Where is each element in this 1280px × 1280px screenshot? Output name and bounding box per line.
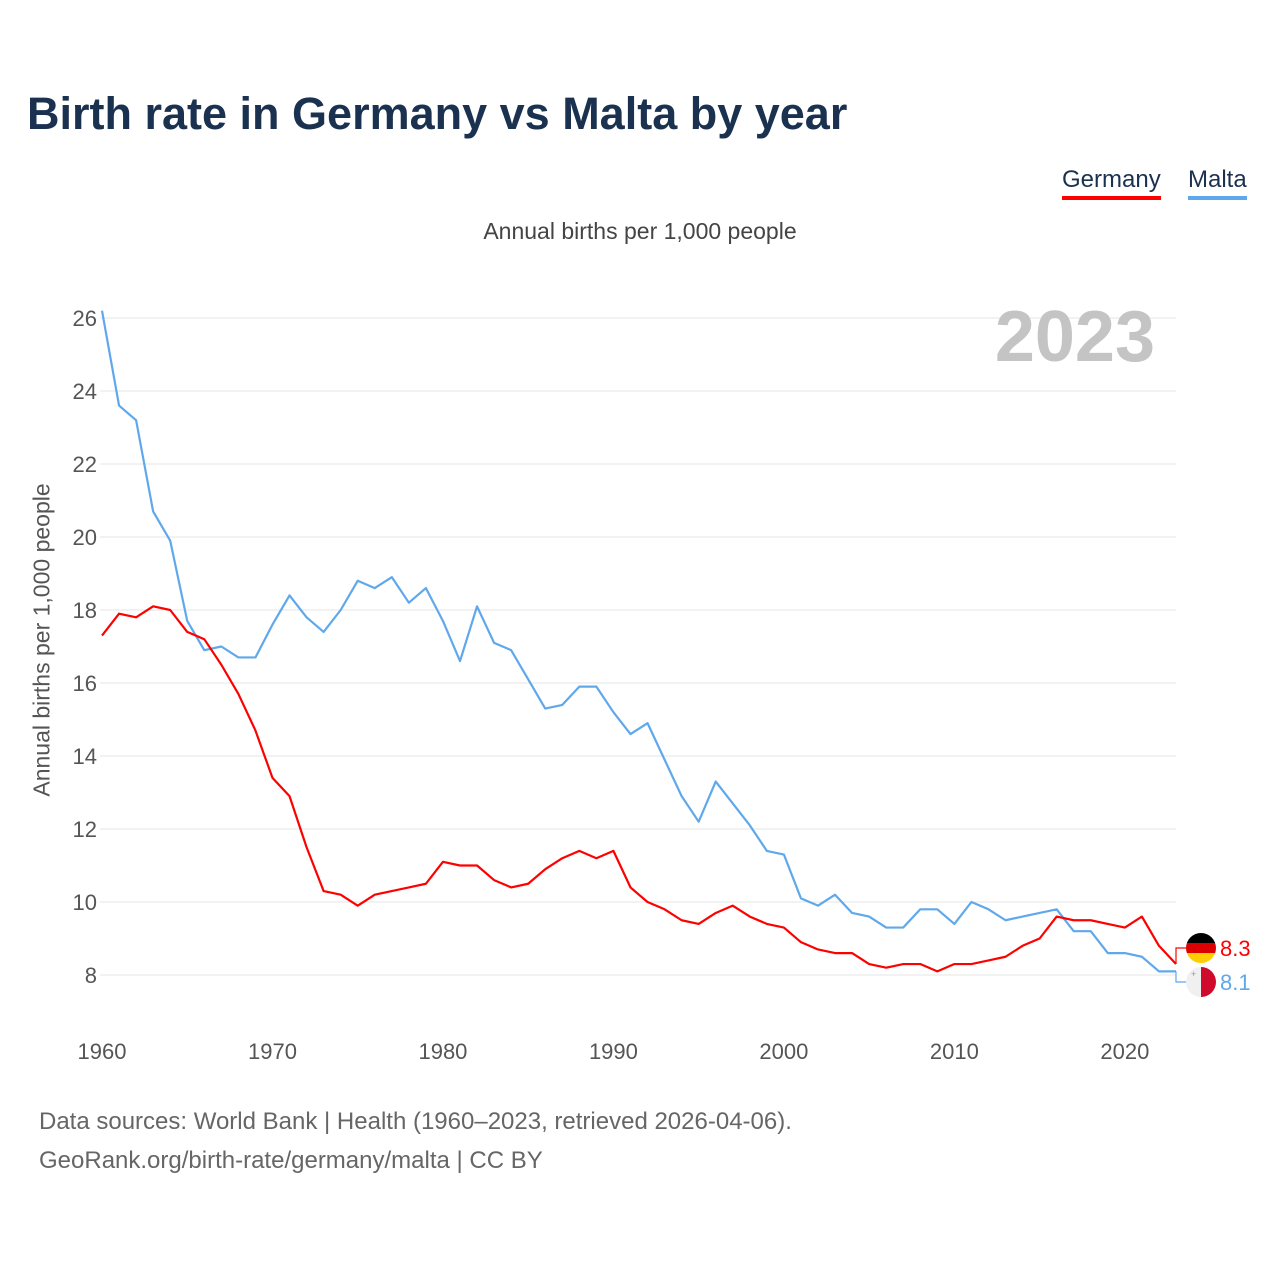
end-value-label: 8.1 — [1220, 970, 1251, 995]
x-tick-label: 2000 — [759, 1039, 808, 1064]
legend-malta[interactable]: Malta — [1188, 166, 1247, 200]
leader-line — [1175, 971, 1186, 983]
x-tick-label: 1990 — [589, 1039, 638, 1064]
y-tick-label: 26 — [73, 306, 97, 331]
y-tick-label: 8 — [85, 963, 97, 988]
end-value-label: 8.3 — [1220, 936, 1251, 961]
flag-half-red — [1201, 967, 1216, 997]
malta-flag-icon: + — [1186, 967, 1216, 997]
x-tick-label: 1970 — [248, 1039, 297, 1064]
george-cross: + — [1191, 969, 1196, 979]
flag-stripe-red — [1186, 943, 1216, 953]
x-tick-label: 2010 — [930, 1039, 979, 1064]
y-tick-label: 14 — [73, 744, 97, 769]
series-line-malta — [100, 310, 1176, 973]
y-tick-label: 20 — [73, 525, 97, 550]
y-tick-label: 24 — [73, 379, 97, 404]
series-line-germany — [101, 605, 1177, 973]
x-tick-label: 1960 — [78, 1039, 127, 1064]
chart-subtitle: Annual births per 1,000 people — [483, 218, 797, 244]
y-tick-label: 22 — [73, 452, 97, 477]
flag-half-white — [1186, 967, 1201, 997]
footer-sources: Data sources: World Bank | Health (1960–… — [39, 1108, 792, 1135]
x-tick-label: 2020 — [1100, 1039, 1149, 1064]
leader-line — [1175, 947, 1186, 965]
year-watermark: 2023 — [995, 297, 1155, 377]
chart-title: Birth rate in Germany vs Malta by year — [27, 88, 848, 139]
y-tick-label: 10 — [73, 890, 97, 915]
legend-germany[interactable]: Germany — [1062, 166, 1161, 200]
footer-link[interactable]: GeoRank.org/birth-rate/germany/malta | C… — [39, 1147, 543, 1174]
y-tick-label: 12 — [73, 817, 97, 842]
y-tick-label: 16 — [73, 671, 97, 696]
flag-stripe-gold — [1186, 953, 1216, 963]
flag-stripe-black — [1186, 933, 1216, 943]
germany-flag-icon — [1186, 933, 1216, 963]
x-tick-label: 1980 — [418, 1039, 467, 1064]
y-tick-label: 18 — [73, 598, 97, 623]
